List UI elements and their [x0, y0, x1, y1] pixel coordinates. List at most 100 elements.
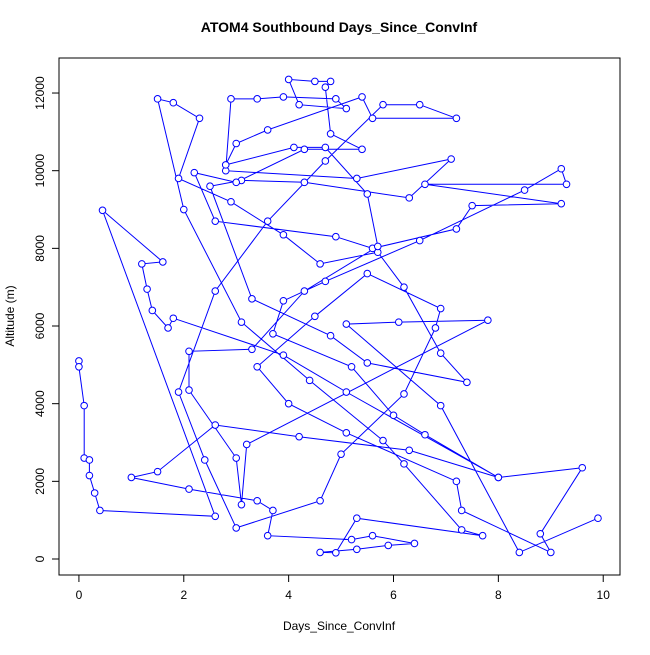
point — [185, 386, 193, 394]
point — [484, 316, 492, 324]
point — [305, 376, 314, 385]
point — [300, 145, 309, 154]
point — [248, 345, 256, 354]
x-tick-label: 8 — [495, 588, 502, 602]
point — [227, 95, 235, 103]
point — [232, 178, 241, 187]
point — [300, 287, 309, 295]
point — [358, 93, 366, 101]
point — [185, 485, 193, 493]
point — [557, 199, 566, 208]
point — [295, 100, 303, 109]
point — [342, 320, 351, 328]
point — [353, 545, 361, 554]
point — [578, 463, 587, 472]
point — [347, 535, 356, 544]
point — [384, 541, 393, 550]
point — [284, 75, 293, 84]
point — [253, 496, 261, 505]
point — [263, 217, 272, 225]
point — [190, 168, 199, 177]
point — [138, 260, 146, 268]
point — [174, 388, 183, 396]
point — [515, 548, 524, 557]
y-tick-label: 0 — [33, 555, 47, 562]
point — [237, 318, 246, 326]
point — [211, 512, 220, 521]
point — [211, 421, 220, 429]
point — [332, 232, 340, 241]
point — [263, 531, 272, 540]
point — [353, 174, 361, 183]
point — [169, 314, 178, 323]
y-tick-label: 8000 — [33, 235, 47, 262]
point — [363, 190, 372, 198]
chart-title: ATOM4 Southbound Days_Since_ConvInf — [201, 19, 478, 35]
point — [400, 390, 408, 398]
point — [457, 526, 466, 534]
point — [295, 432, 303, 441]
point — [321, 83, 330, 92]
point — [436, 349, 445, 357]
point — [447, 155, 455, 163]
point — [326, 331, 335, 340]
point — [421, 180, 429, 189]
point — [300, 178, 309, 187]
point — [326, 77, 335, 86]
point — [400, 460, 408, 468]
point — [242, 440, 251, 449]
point — [405, 194, 414, 202]
point — [452, 477, 461, 486]
line — [78, 78, 599, 554]
point — [211, 217, 220, 225]
point — [143, 285, 151, 293]
point — [436, 304, 445, 313]
point — [358, 145, 366, 154]
point — [232, 524, 241, 532]
point — [342, 388, 351, 396]
point — [279, 296, 288, 305]
x-tick-label: 6 — [390, 588, 397, 602]
point — [148, 306, 157, 315]
x-tick-label: 10 — [597, 588, 611, 602]
point — [436, 401, 445, 410]
y-tick-label: 2000 — [33, 468, 47, 495]
y-tick-label: 10000 — [33, 154, 47, 188]
point — [368, 531, 377, 540]
point — [290, 143, 298, 152]
point — [379, 436, 387, 445]
point — [520, 186, 529, 194]
point — [353, 514, 361, 523]
point — [153, 95, 162, 103]
point — [269, 506, 277, 515]
point — [410, 539, 419, 548]
point — [478, 531, 487, 540]
point — [98, 206, 107, 215]
point — [80, 401, 88, 410]
point — [169, 98, 178, 107]
point — [394, 318, 403, 326]
point — [379, 100, 387, 109]
point — [457, 506, 466, 515]
x-tick-label: 2 — [180, 588, 187, 602]
point — [263, 126, 272, 134]
point — [85, 471, 94, 480]
point — [85, 456, 94, 464]
point — [562, 180, 571, 189]
y-tick-label: 12000 — [33, 76, 47, 110]
point — [279, 230, 288, 239]
y-axis-label: Altitude (m) — [3, 285, 17, 346]
point — [311, 312, 319, 321]
point — [153, 467, 162, 476]
point — [127, 473, 136, 482]
point — [284, 399, 293, 408]
point — [363, 359, 372, 367]
point — [415, 236, 424, 245]
point — [316, 548, 324, 557]
point — [494, 473, 503, 482]
point — [159, 258, 167, 266]
point — [332, 548, 340, 557]
point — [221, 161, 230, 169]
point — [373, 242, 382, 251]
